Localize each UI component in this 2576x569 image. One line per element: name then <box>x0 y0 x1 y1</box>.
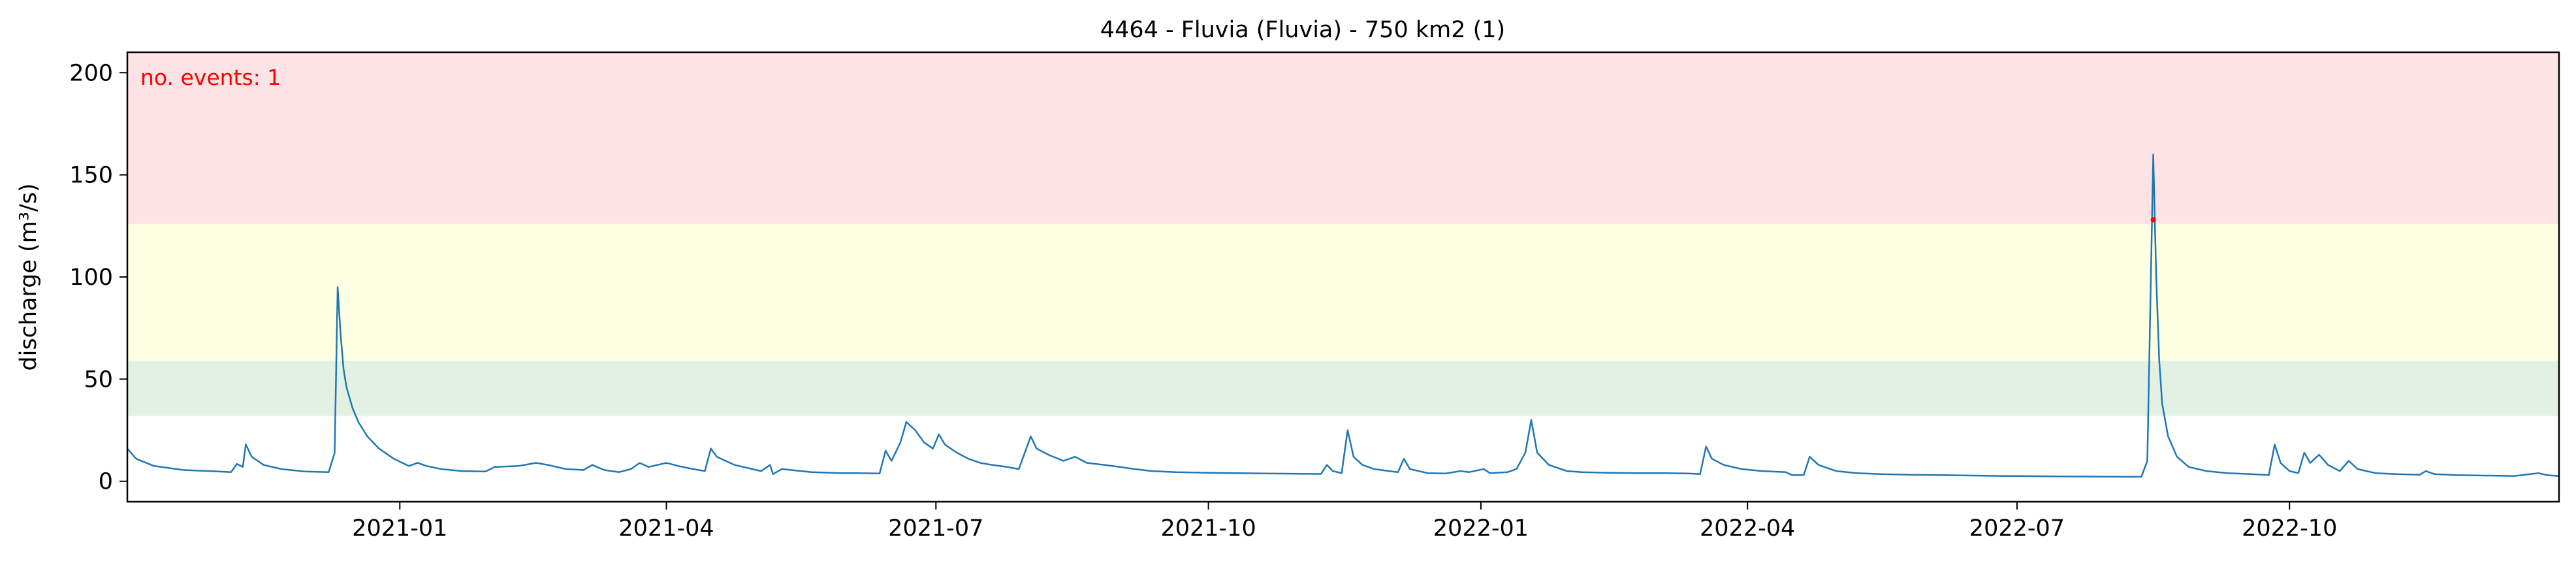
threshold-band-0 <box>127 361 2559 416</box>
series-layer <box>127 154 2560 478</box>
threshold-band-2 <box>127 52 2559 224</box>
series-line-0 <box>127 154 2560 478</box>
x-tick-label: 2021-07 <box>888 515 983 542</box>
y-tick-label: 200 <box>69 60 113 86</box>
event-marker-0 <box>2150 217 2156 223</box>
x-tick-label: 2022-10 <box>2242 515 2337 542</box>
x-axis: 2021-01 2021-04 2021-07 2021-10 2022-01 2022-… <box>352 502 2337 542</box>
x-tick-label: 2021-10 <box>1160 515 1256 542</box>
threshold-bands <box>127 52 2559 416</box>
y-tick-label: 150 <box>69 163 113 189</box>
x-tick-label: 2021-01 <box>352 515 447 542</box>
y-axis-label: discharge (m³/s) <box>16 183 42 370</box>
y-tick-label: 100 <box>69 265 113 291</box>
x-tick-label: 2022-01 <box>1433 515 1529 542</box>
x-tick-label: 2022-07 <box>1969 515 2065 542</box>
x-tick-label: 2021-04 <box>618 515 714 542</box>
x-tick-label: 2022-04 <box>1700 515 1795 542</box>
y-tick-label: 50 <box>84 366 113 393</box>
y-tick-label: 0 <box>99 469 113 495</box>
events-annotation: no. events: 1 <box>140 65 281 90</box>
y-axis: 0 50 100 150 200 <box>69 60 127 495</box>
events-layer <box>2150 217 2156 223</box>
threshold-band-1 <box>127 223 2559 361</box>
chart-title: 4464 - Fluvia (Fluvia) - 750 km2 (1) <box>1100 17 1505 43</box>
